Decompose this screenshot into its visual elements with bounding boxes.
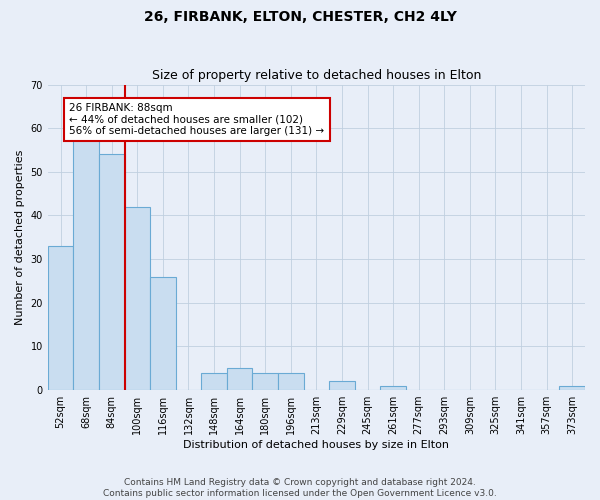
X-axis label: Distribution of detached houses by size in Elton: Distribution of detached houses by size … [184,440,449,450]
Bar [227,368,253,390]
Bar [253,372,278,390]
Text: Contains HM Land Registry data © Crown copyright and database right 2024.
Contai: Contains HM Land Registry data © Crown c… [103,478,497,498]
Bar [380,386,406,390]
Bar [150,276,176,390]
Bar [73,137,99,390]
Bar [201,372,227,390]
Y-axis label: Number of detached properties: Number of detached properties [15,150,25,325]
Bar [48,246,73,390]
Bar [125,207,150,390]
Bar [559,386,585,390]
Title: Size of property relative to detached houses in Elton: Size of property relative to detached ho… [152,69,481,82]
Text: 26 FIRBANK: 88sqm
← 44% of detached houses are smaller (102)
56% of semi-detache: 26 FIRBANK: 88sqm ← 44% of detached hous… [69,103,325,136]
Bar [278,372,304,390]
Bar [99,154,125,390]
Text: 26, FIRBANK, ELTON, CHESTER, CH2 4LY: 26, FIRBANK, ELTON, CHESTER, CH2 4LY [143,10,457,24]
Bar [329,382,355,390]
